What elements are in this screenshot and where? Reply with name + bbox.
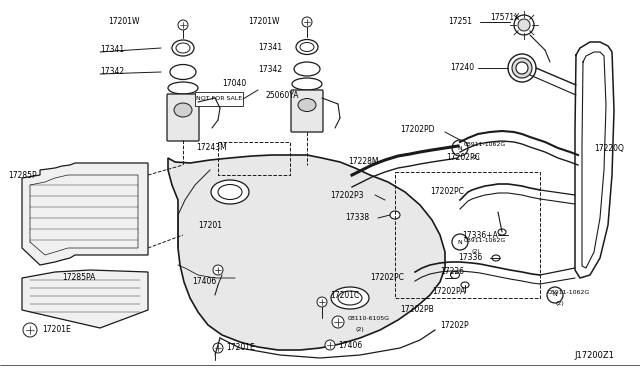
Text: 17285PA: 17285PA [62,273,95,282]
FancyBboxPatch shape [167,94,199,141]
Ellipse shape [296,39,318,55]
Text: N: N [552,292,557,298]
Text: N: N [458,240,462,244]
Text: 17406: 17406 [192,278,216,286]
Text: 17202PC: 17202PC [446,154,480,163]
Text: 17240: 17240 [450,64,474,73]
FancyBboxPatch shape [291,90,323,132]
Ellipse shape [298,99,316,112]
Text: 17338: 17338 [345,214,369,222]
Ellipse shape [516,62,528,74]
Ellipse shape [174,103,192,117]
Ellipse shape [514,15,534,35]
FancyBboxPatch shape [195,92,243,106]
Text: J17200Z1: J17200Z1 [574,350,614,359]
Text: 17201E: 17201E [42,326,71,334]
Circle shape [317,297,327,307]
Ellipse shape [508,54,536,82]
Text: 17226: 17226 [440,267,464,276]
Text: 17201: 17201 [198,221,222,230]
Text: NOT FOR SALE: NOT FOR SALE [196,96,242,102]
Ellipse shape [211,180,249,204]
Text: 17201C: 17201C [330,291,359,299]
Ellipse shape [300,42,314,51]
Circle shape [325,340,335,350]
Text: 17201W: 17201W [248,17,280,26]
Circle shape [178,20,188,30]
Ellipse shape [461,282,469,288]
Text: 17201W: 17201W [108,17,140,26]
Text: 17201E: 17201E [226,343,255,353]
Circle shape [332,316,344,328]
Text: 17406: 17406 [338,340,362,350]
Text: 17220Q: 17220Q [594,144,624,153]
Ellipse shape [518,19,530,31]
Ellipse shape [172,40,194,56]
Ellipse shape [451,272,460,279]
Text: 17571X: 17571X [490,13,520,22]
Circle shape [23,323,37,337]
Polygon shape [22,270,148,328]
Text: 17243M: 17243M [196,144,227,153]
Text: (2): (2) [472,250,481,254]
Text: 17202P3: 17202P3 [330,190,364,199]
Text: 17202PD: 17202PD [400,125,435,135]
Text: 17202PA: 17202PA [432,288,465,296]
Text: (2): (2) [472,154,481,160]
Text: 25060YA: 25060YA [266,90,300,99]
Text: 17251: 17251 [448,17,472,26]
Text: 17285P: 17285P [8,170,36,180]
Text: 08911-1062G: 08911-1062G [548,289,590,295]
Circle shape [547,287,563,303]
Ellipse shape [292,78,322,90]
Text: 08911-1062G: 08911-1062G [464,142,506,148]
Polygon shape [168,155,445,350]
Text: 17228M: 17228M [348,157,378,167]
Ellipse shape [390,211,400,219]
Ellipse shape [218,185,242,199]
Text: 17202P: 17202P [440,321,468,330]
Circle shape [213,343,223,353]
Polygon shape [22,163,148,265]
Ellipse shape [176,43,190,53]
Ellipse shape [331,287,369,309]
Text: 17336: 17336 [458,253,483,263]
Text: (2): (2) [356,327,365,333]
Circle shape [213,265,223,275]
Text: 17336+A: 17336+A [462,231,498,240]
Text: 17202PB: 17202PB [400,305,434,314]
Ellipse shape [338,291,362,305]
Circle shape [452,234,468,250]
Text: 08911-1062G: 08911-1062G [464,237,506,243]
Text: 17341: 17341 [258,42,282,51]
Ellipse shape [170,64,196,80]
Text: 17342: 17342 [100,67,124,77]
Ellipse shape [498,229,506,235]
Text: N: N [458,145,462,151]
Circle shape [302,17,312,27]
Text: 17202PC: 17202PC [370,273,404,282]
Text: 08110-6105G: 08110-6105G [348,315,390,321]
Text: 17342: 17342 [258,64,282,74]
Text: (2): (2) [556,301,564,307]
Ellipse shape [168,82,198,94]
Text: 17202PC: 17202PC [430,187,464,196]
Text: 17040: 17040 [222,80,246,89]
Text: 17341: 17341 [100,45,124,55]
Ellipse shape [492,255,500,261]
Circle shape [452,140,468,156]
Ellipse shape [512,58,532,78]
Ellipse shape [294,62,320,76]
